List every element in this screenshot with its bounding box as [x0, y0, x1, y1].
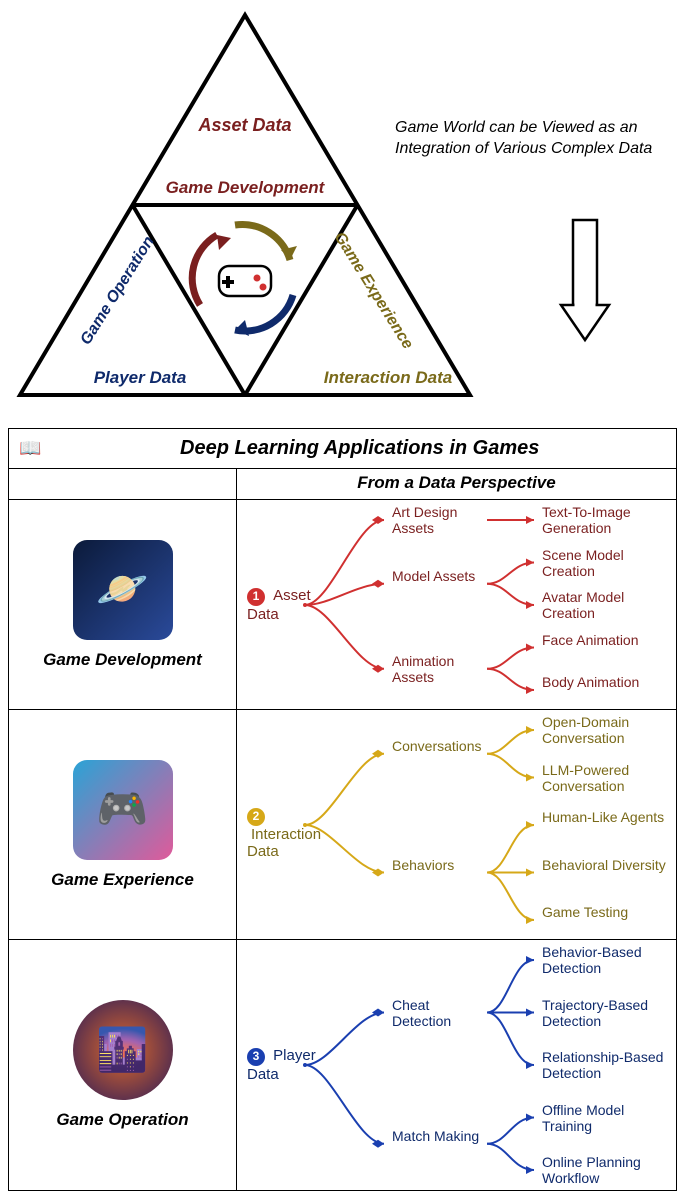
tree-leaf: Avatar Model Creation	[542, 589, 672, 621]
down-arrow	[555, 215, 615, 345]
tree-root: 1 Asset Data	[247, 587, 342, 623]
top-triangle-label: Asset Data	[150, 115, 340, 136]
tree-leaf: Open-Domain Conversation	[542, 714, 672, 746]
right-col-header: From a Data Perspective	[237, 469, 676, 499]
row-right-cell: 3 Player Data Cheat Detection Behavior-Ba…	[237, 940, 676, 1190]
tree-leaf: Behavior-Based Detection	[542, 944, 672, 976]
interaction-data-label: Interaction Data	[288, 368, 488, 388]
tree-leaf: Face Animation	[542, 632, 672, 648]
row-right-cell: 1 Asset Data Art Design Assets Text-To-Im…	[237, 500, 676, 709]
tree-l1: Art Design Assets	[392, 504, 487, 536]
tree-l1: Animation Assets	[392, 653, 487, 685]
table-subheader: From a Data Perspective	[9, 469, 676, 500]
tree-leaf: LLM-Powered Conversation	[542, 762, 672, 794]
tree-leaf: Relationship-Based Detection	[542, 1049, 672, 1081]
row-right-cell: 2 Interaction Data Conversations Open-Dom…	[237, 710, 676, 939]
row-left-label: Game Development	[43, 650, 202, 670]
row-left-label: Game Experience	[51, 870, 194, 890]
triangle-svg	[0, 0, 685, 420]
book-icon: 📖	[19, 438, 41, 459]
tree-l1: Model Assets	[392, 568, 487, 584]
row-left-cell: 🎮 Game Experience	[9, 710, 237, 939]
tree-l1: Cheat Detection	[392, 997, 487, 1029]
table-title: Deep Learning Applications in Games	[53, 437, 666, 460]
row-thumbnail: 🎮	[73, 760, 173, 860]
tree-leaf: Behavioral Diversity	[542, 857, 672, 873]
tree-leaf: Trajectory-Based Detection	[542, 997, 672, 1029]
tree-leaf: Text-To-Image Generation	[542, 504, 672, 536]
tree-l1: Conversations	[392, 738, 487, 754]
tree-leaf: Human-Like Agents	[542, 809, 672, 825]
tree-leaf: Scene Model Creation	[542, 547, 672, 579]
tree-l1: Match Making	[392, 1128, 487, 1144]
tree-l1: Behaviors	[392, 857, 487, 873]
table-header: 📖 Deep Learning Applications in Games	[9, 429, 676, 469]
dev-label: Game Development	[120, 178, 370, 198]
row-thumbnail: 🌆	[73, 1000, 173, 1100]
row-left-cell: 🌆 Game Operation	[9, 940, 237, 1190]
applications-table: 📖 Deep Learning Applications in Games Fr…	[8, 428, 677, 1191]
player-data-label: Player Data	[50, 368, 230, 388]
triangle-caption: Game World can be Viewed as an Integrati…	[395, 118, 670, 160]
tree-root: 2 Interaction Data	[247, 807, 342, 860]
tree-leaf: Body Animation	[542, 674, 672, 690]
tree-leaf: Game Testing	[542, 904, 672, 920]
table-row: 🪐 Game Development 1 Asset Data Art Desi…	[9, 500, 676, 710]
row-left-cell: 🪐 Game Development	[9, 500, 237, 709]
left-col-header-empty	[9, 469, 237, 499]
table-row: 🌆 Game Operation 3 Player Data Cheat Det…	[9, 940, 676, 1190]
tree-leaf: Online Planning Workflow	[542, 1154, 672, 1186]
tree-leaf: Offline Model Training	[542, 1102, 672, 1134]
tree-root: 3 Player Data	[247, 1047, 342, 1083]
triangle-diagram: Asset Data Game Development Game Operati…	[0, 0, 685, 420]
row-left-label: Game Operation	[56, 1110, 188, 1130]
table-row: 🎮 Game Experience 2 Interaction Data Con…	[9, 710, 676, 940]
row-thumbnail: 🪐	[73, 540, 173, 640]
